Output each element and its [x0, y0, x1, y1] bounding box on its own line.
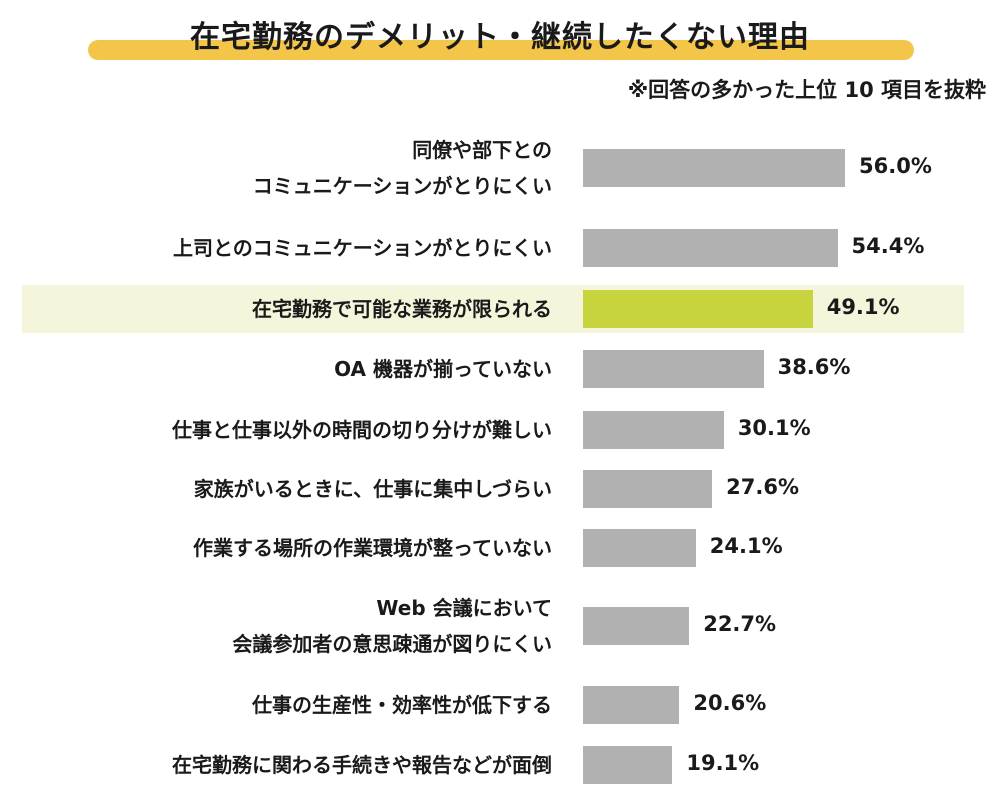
title-underline: [88, 40, 914, 60]
category-label-line: 在宅勤務に関わる手続きや報告などが面倒: [172, 753, 552, 777]
chart-title: 在宅勤務のデメリット・継続したくない理由: [190, 20, 810, 55]
bar: [583, 411, 724, 449]
category-label: 仕事と仕事以外の時間の切り分けが難しい: [172, 412, 552, 448]
category-label-line: 会議参加者の意思疎通が図りにくい: [232, 632, 552, 656]
bar: [583, 229, 838, 267]
value-label: 19.1%: [686, 751, 760, 775]
category-label-line: 作業する場所の作業環境が整っていない: [193, 536, 552, 560]
category-label: Web 会議において会議参加者の意思疎通が図りにくい: [232, 590, 552, 662]
bar: [583, 607, 690, 645]
bar: [583, 529, 696, 567]
category-label-line: 家族がいるときに、仕事に集中しづらい: [193, 477, 552, 501]
category-label-line: 在宅勤務で可能な業務が限られる: [252, 297, 552, 321]
value-label: 54.4%: [851, 234, 925, 258]
bar: [583, 746, 673, 784]
category-label-line: 同僚や部下との: [412, 138, 552, 162]
value-label: 49.1%: [826, 295, 900, 319]
category-label-line: 上司とのコミュニケーションがとりにくい: [173, 236, 552, 260]
category-label: 上司とのコミュニケーションがとりにくい: [173, 230, 552, 266]
category-label: 在宅勤務に関わる手続きや報告などが面倒: [172, 747, 552, 783]
category-label: 同僚や部下とのコミュニケーションがとりにくい: [253, 132, 552, 204]
value-label: 30.1%: [737, 416, 811, 440]
category-label: OA 機器が揃っていない: [334, 351, 552, 387]
category-label: 仕事の生産性・効率性が低下する: [252, 687, 552, 723]
category-label: 家族がいるときに、仕事に集中しづらい: [194, 471, 552, 507]
bar: [583, 686, 680, 724]
bar: [583, 149, 845, 187]
bar: [583, 350, 764, 388]
category-label-line: OA 機器が揃っていない: [334, 357, 552, 381]
title-area: 在宅勤務のデメリット・継続したくない理由: [0, 0, 1000, 70]
category-label-line: 仕事と仕事以外の時間の切り分けが難しい: [172, 418, 552, 442]
value-label: 56.0%: [859, 154, 932, 178]
value-label: 38.6%: [777, 355, 851, 379]
category-label-line: 仕事の生産性・効率性が低下する: [252, 693, 552, 717]
value-label: 20.6%: [693, 691, 767, 715]
value-label: 22.7%: [703, 612, 777, 636]
category-label: 在宅勤務で可能な業務が限られる: [252, 291, 552, 327]
category-label: 作業する場所の作業環境が整っていない: [193, 530, 552, 566]
category-label-line: コミュニケーションがとりにくい: [252, 174, 552, 198]
bar: [583, 470, 713, 508]
value-label: 27.6%: [726, 475, 799, 499]
chart-note: ※回答の多かった上位 10 項目を抜粋: [627, 78, 986, 102]
value-label: 24.1%: [709, 534, 783, 558]
category-label-line: Web 会議において: [376, 596, 552, 620]
bar: [583, 290, 813, 328]
